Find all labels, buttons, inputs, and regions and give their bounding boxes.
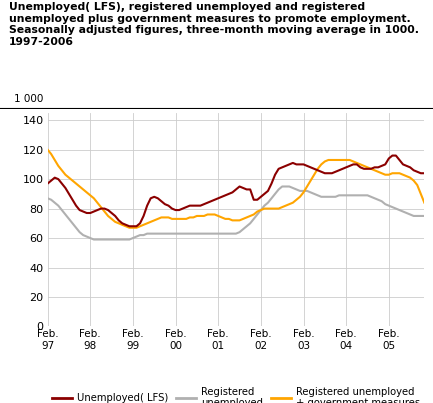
Text: Unemployed( LFS), registered unemployed and registered
unemployed plus governmen: Unemployed( LFS), registered unemployed … [9, 2, 419, 47]
Text: 1 000: 1 000 [14, 94, 43, 104]
Legend: Unemployed( LFS), Registered
unemployed, Registered unemployed
+ government meas: Unemployed( LFS), Registered unemployed,… [48, 383, 424, 403]
